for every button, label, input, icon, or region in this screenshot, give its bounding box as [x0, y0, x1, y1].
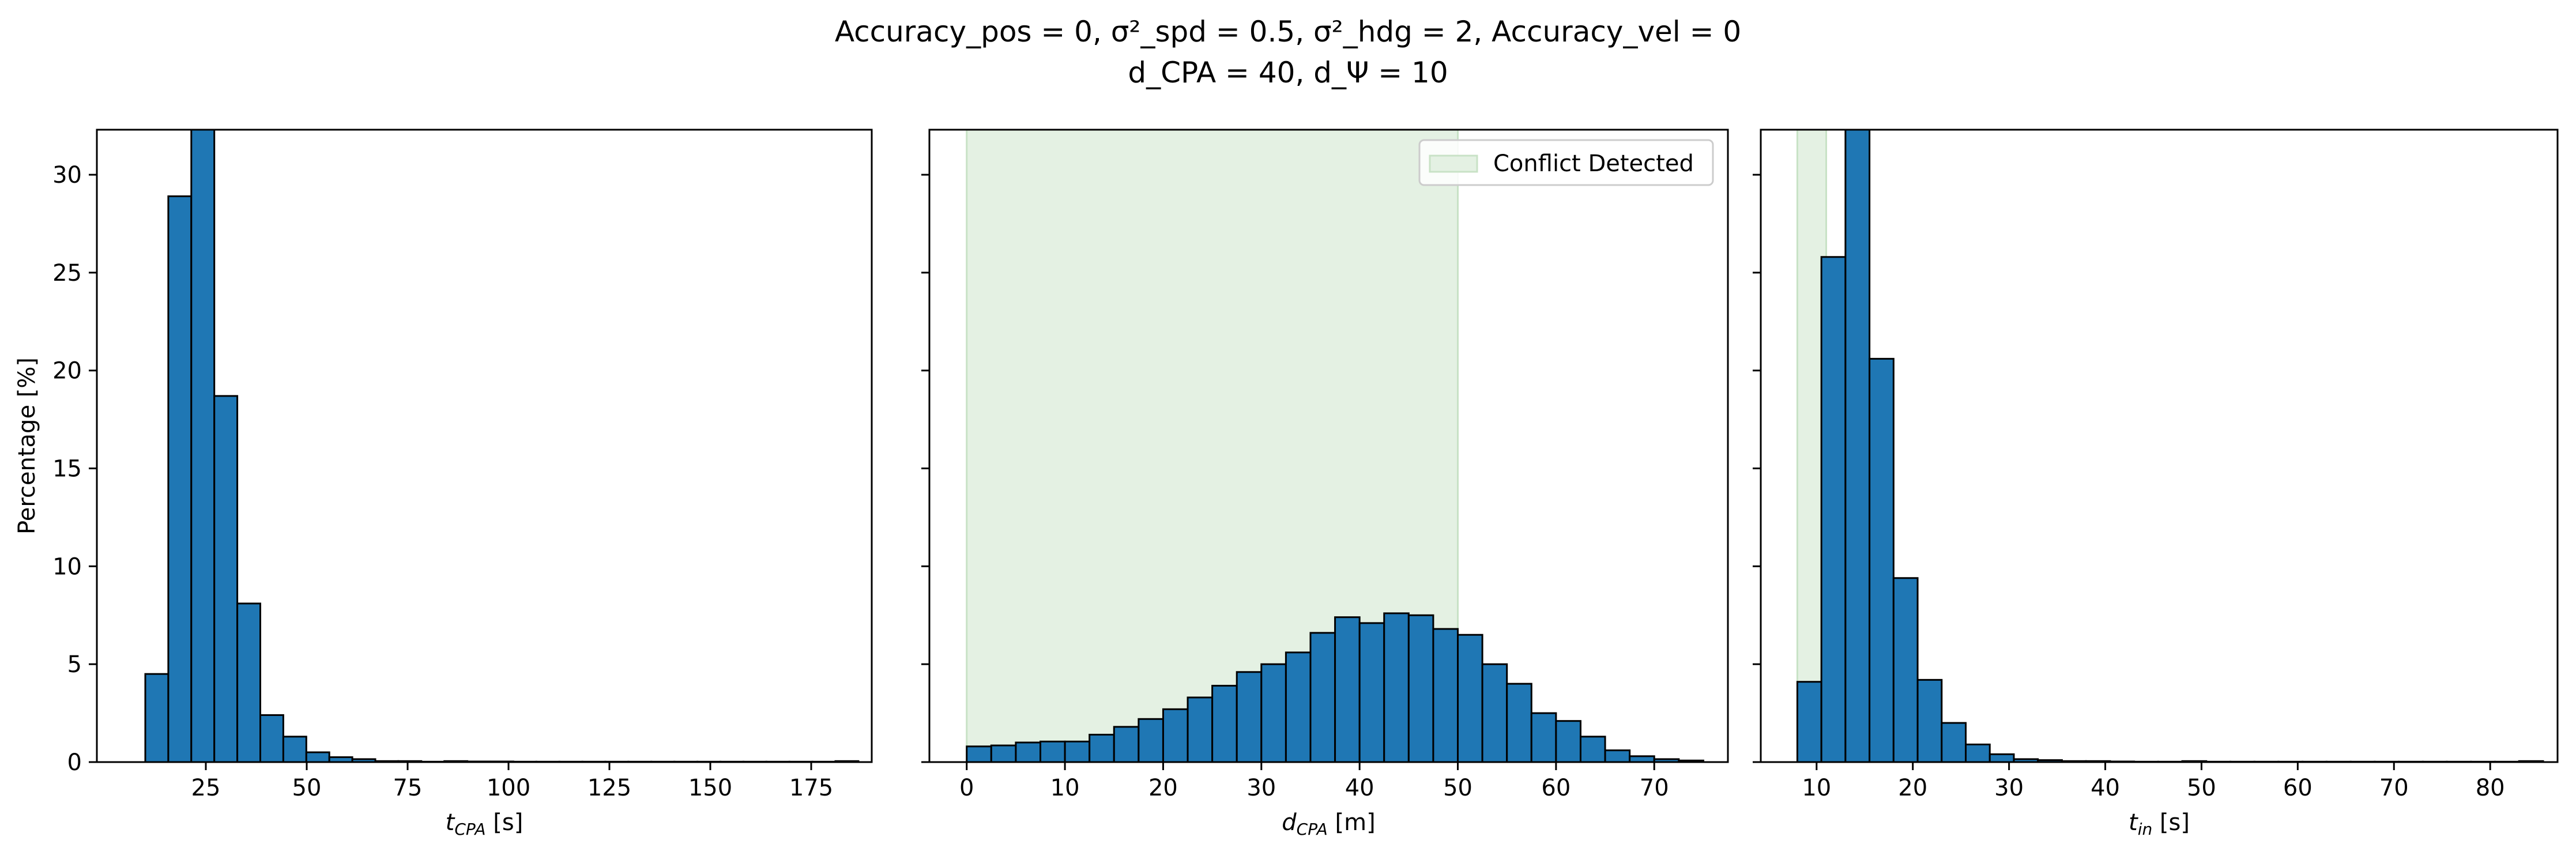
- y-tick-label: 30: [52, 162, 82, 189]
- legend-label: Conflict Detected: [1493, 150, 1694, 177]
- histogram-bar: [1820, 256, 1847, 762]
- histogram-bar: [305, 751, 330, 762]
- x-tick-label: 60: [1541, 775, 1571, 801]
- x-tick-label: 25: [191, 775, 221, 801]
- histogram-bar: [1187, 696, 1214, 762]
- histogram-bar: [1892, 577, 1919, 762]
- histogram-bar: [167, 195, 193, 762]
- histogram-bar: [1989, 753, 2015, 762]
- histogram-bar: [966, 745, 992, 762]
- x-tick-label: 10: [1802, 775, 1831, 801]
- y-axis-label: Percentage [%]: [14, 357, 40, 534]
- histogram-bar: [1604, 749, 1631, 762]
- axes-frame: [1760, 129, 2559, 763]
- histogram-bar: [1844, 130, 1871, 762]
- histogram-bar: [1481, 663, 1508, 762]
- histogram-bar: [1211, 685, 1238, 762]
- histogram-bar: [1629, 755, 1655, 762]
- y-tick-label: 20: [52, 358, 82, 384]
- legend: Conflict Detected: [1418, 139, 1714, 186]
- histogram-bar: [282, 736, 307, 762]
- x-tick-label: 125: [587, 775, 631, 801]
- histogram-bar: [1506, 683, 1532, 762]
- histogram-bar: [1138, 718, 1164, 762]
- x-tick-label: 100: [487, 775, 530, 801]
- chart-panel-1: 25 50 75 100 125 150 175 0 5 10 15 20 25 30 tCPA [s] Pe…: [14, 129, 873, 839]
- figure-title-line-1: Accuracy_pos = 0, σ²_spd = 0.5, σ²_hdg =…: [835, 15, 1741, 48]
- histogram-bar: [1285, 651, 1312, 762]
- x-tick-label: 50: [292, 775, 322, 801]
- legend-swatch: [1429, 154, 1478, 173]
- legend-box: [1418, 139, 1714, 186]
- x-tick-label: 0: [959, 775, 974, 801]
- histogram-bar: [1579, 736, 1606, 762]
- x-tick-label: 30: [1246, 775, 1276, 801]
- x-tick-label: 150: [688, 775, 732, 801]
- figure-title-line-2: d_CPA = 40, d_Ψ = 10: [1128, 56, 1448, 89]
- chart-panel-3: 10 20 30 40 50 60 70 80 tin [s]: [1753, 129, 2559, 839]
- x-tick-label: 50: [1443, 775, 1472, 801]
- histogram-bar: [144, 673, 170, 762]
- x-tick-label: 70: [1640, 775, 1669, 801]
- x-tick-label: 50: [2187, 775, 2216, 801]
- histogram-bar: [1113, 726, 1140, 762]
- histogram-bar: [1162, 708, 1189, 762]
- histogram-bar: [1064, 740, 1091, 762]
- histogram-bar: [1432, 628, 1459, 762]
- plot-area: [966, 130, 1704, 762]
- histogram-bar: [1916, 678, 1943, 762]
- x-tick-label: 10: [1050, 775, 1080, 801]
- x-tick-label: 70: [2379, 775, 2409, 801]
- histogram-bar: [1309, 632, 1336, 762]
- histogram-bar: [990, 744, 1017, 762]
- histogram-bar: [236, 602, 262, 762]
- x-tick-label: 75: [393, 775, 423, 801]
- histogram-bar: [1555, 720, 1581, 762]
- histogram-bar: [259, 714, 284, 762]
- x-tick-label: 30: [1994, 775, 2024, 801]
- histogram-bar: [1260, 663, 1287, 762]
- histogram-bar: [1965, 743, 1991, 762]
- plot-area: [144, 130, 860, 762]
- axes-frame: [96, 129, 873, 763]
- x-tick-label: 175: [789, 775, 833, 801]
- histogram-bar: [1796, 681, 1822, 762]
- x-axis-label: dCPA [m]: [1282, 809, 1375, 839]
- x-axis-label: tin [s]: [2129, 809, 2190, 839]
- histogram-bar: [1236, 671, 1263, 762]
- chart-panel-2: 0 10 20 30 40 50 60 70 dCPA [m] Conflict Detected: [921, 129, 1729, 839]
- x-tick-label: 20: [1148, 775, 1178, 801]
- histogram-bar: [1358, 622, 1385, 762]
- y-tick-label: 0: [67, 749, 82, 776]
- histogram-bar: [1334, 616, 1361, 762]
- histogram-bar: [1383, 612, 1410, 762]
- histogram-bar: [1530, 712, 1557, 762]
- histogram-bar: [1457, 634, 1483, 762]
- y-tick-label: 15: [52, 456, 82, 482]
- histogram-bar: [213, 395, 239, 762]
- y-tick-label: 5: [67, 651, 82, 678]
- x-tick-label: 40: [2091, 775, 2120, 801]
- histogram-bar: [1040, 740, 1066, 762]
- x-axis-label: tCPA [s]: [446, 809, 524, 839]
- x-tick-label: 20: [1898, 775, 1927, 801]
- histogram-bar: [1941, 722, 1967, 762]
- histogram-bar: [1869, 357, 1895, 762]
- x-tick-label: 80: [2476, 775, 2505, 801]
- histogram-bar: [1089, 733, 1115, 762]
- histogram-bar: [190, 130, 216, 762]
- plot-area: [1796, 130, 2544, 762]
- axes-frame: [928, 129, 1729, 763]
- x-tick-label: 60: [2283, 775, 2313, 801]
- histogram-bar: [1407, 614, 1434, 762]
- y-tick-label: 25: [52, 260, 82, 286]
- y-tick-label: 10: [52, 553, 82, 580]
- x-tick-label: 40: [1345, 775, 1374, 801]
- histogram-bar: [1015, 741, 1042, 762]
